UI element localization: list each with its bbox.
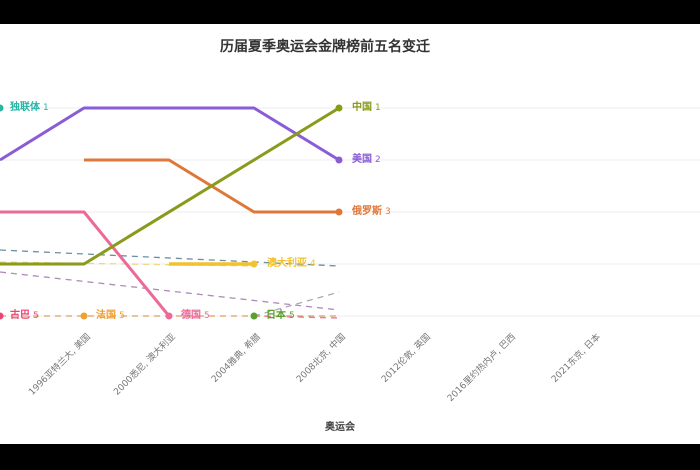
point-china: [335, 104, 343, 112]
point-germany: [165, 312, 173, 320]
line-china: [0, 106, 340, 266]
gridlines: [0, 107, 700, 317]
label-russia: 俄罗斯 3: [352, 206, 391, 217]
plot-area: [0, 104, 700, 320]
label-cuba: 古巴 5: [10, 310, 39, 321]
label-china: 中国 1: [352, 102, 381, 113]
label-ussr: 独联体 1: [10, 102, 49, 113]
point-france: [80, 312, 88, 320]
x-axis-title: 奥运会: [325, 422, 355, 433]
point-australia: [250, 260, 258, 268]
label-france: 法国 5: [96, 310, 125, 321]
label-usa: 美国 2: [352, 154, 381, 165]
label-australia: 澳大利亚 4: [267, 258, 316, 269]
point-usa: [335, 156, 343, 164]
line-germany: [0, 210, 171, 317]
point-japan: [250, 312, 258, 320]
point-russia: [335, 208, 343, 216]
chart-title: 历届夏季奥运会金牌榜前五名变迁: [220, 39, 430, 55]
point-ussr: [0, 104, 4, 112]
line-usa: [0, 106, 340, 162]
label-japan: 日本 5: [266, 310, 295, 321]
point-cuba: [0, 312, 4, 320]
label-germany: 德国 5: [181, 310, 210, 321]
chart-frame: 历届夏季奥运会金牌榜前五名变迁: [0, 24, 700, 444]
